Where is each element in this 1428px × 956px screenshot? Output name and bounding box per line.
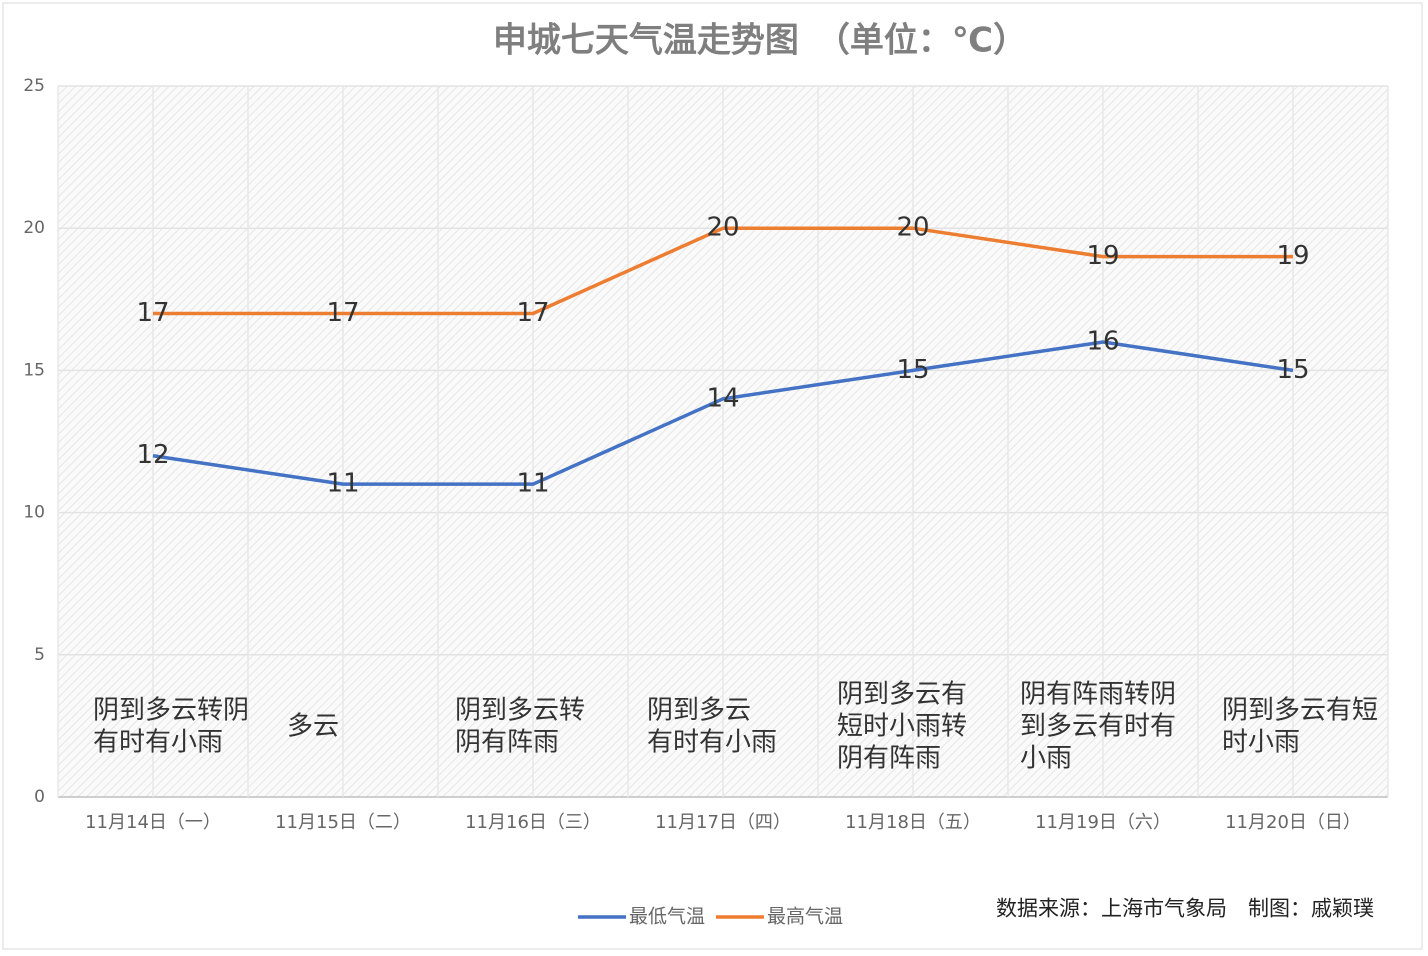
chart-title: 申城七天气温走势图 （单位：℃）	[493, 21, 1027, 61]
x-tick-label: 11月14日（一）	[85, 812, 221, 833]
x-tick-label: 11月16日（三）	[465, 812, 601, 833]
x-tick-label: 11月20日（日）	[1225, 812, 1361, 833]
y-tick-label: 25	[23, 76, 45, 96]
data-label: 20	[896, 213, 929, 243]
data-label: 11	[516, 469, 549, 499]
weather-description: 小雨	[1020, 744, 1072, 774]
data-label: 12	[136, 440, 169, 470]
y-tick-label: 0	[34, 787, 45, 807]
weather-description: 到多云有时有	[1020, 712, 1176, 742]
weather-description: 阴到多云转	[455, 696, 585, 726]
weather-description: 时小雨	[1222, 728, 1300, 758]
data-label: 14	[706, 383, 739, 413]
weather-description: 阴到多云转阴	[93, 696, 249, 726]
source: 数据来源：上海市气象局 制图：戚颖璞	[996, 897, 1374, 921]
y-tick-label: 10	[23, 503, 45, 523]
x-tick-label: 11月18日（五）	[845, 812, 981, 833]
weather-description: 阴有阵雨	[455, 728, 559, 758]
x-tick-label: 11月19日（六）	[1035, 812, 1171, 833]
data-label: 20	[706, 213, 739, 243]
weather-description: 阴到多云	[647, 696, 751, 726]
data-label: 16	[1086, 326, 1119, 356]
data-label: 17	[326, 298, 359, 328]
weather-description: 短时小雨转	[837, 712, 967, 742]
data-label: 19	[1276, 241, 1309, 271]
weather-description: 阴有阵雨转阴	[1020, 680, 1176, 710]
weather-description: 阴有阵雨	[837, 744, 941, 774]
data-label: 11	[326, 469, 359, 499]
data-label: 17	[516, 298, 549, 328]
legend-label: 最低气温	[629, 906, 705, 928]
weather-description: 阴到多云有	[837, 680, 967, 710]
weather-description: 有时有小雨	[93, 728, 223, 758]
weather-description: 阴到多云有短	[1222, 696, 1378, 726]
series-line	[152, 340, 1294, 486]
data-label: 19	[1086, 241, 1119, 271]
data-label: 15	[896, 355, 929, 385]
series-line	[153, 226, 1293, 316]
y-tick-label: 5	[34, 645, 45, 665]
x-tick-label: 11月15日（二）	[275, 812, 411, 833]
data-label: 15	[1276, 355, 1309, 385]
y-tick-label: 15	[23, 360, 45, 380]
weather-description: 多云	[287, 712, 339, 742]
data-label: 17	[136, 298, 169, 328]
y-tick-label: 20	[23, 218, 45, 238]
x-tick-label: 11月17日（四）	[655, 812, 791, 833]
weather-description: 有时有小雨	[647, 728, 777, 758]
legend-label: 最高气温	[767, 906, 843, 928]
